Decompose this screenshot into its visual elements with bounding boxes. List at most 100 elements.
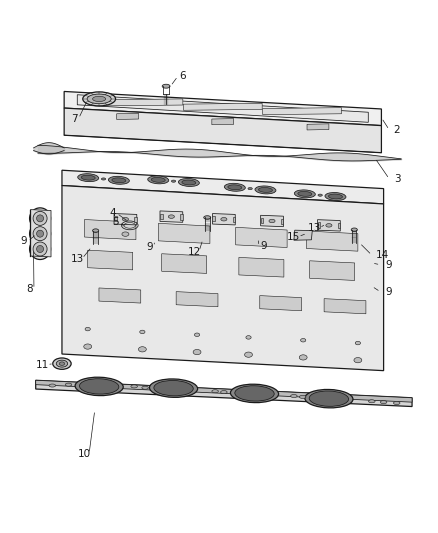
Ellipse shape <box>353 358 361 363</box>
Polygon shape <box>30 209 51 257</box>
Polygon shape <box>114 214 137 225</box>
Polygon shape <box>212 118 233 125</box>
Text: 5: 5 <box>112 217 118 227</box>
Ellipse shape <box>268 219 275 223</box>
Ellipse shape <box>59 362 64 366</box>
Polygon shape <box>88 250 132 270</box>
Text: 14: 14 <box>375 250 389 260</box>
Text: 6: 6 <box>179 71 185 81</box>
Text: 9: 9 <box>259 241 266 252</box>
Ellipse shape <box>224 183 245 191</box>
Polygon shape <box>62 170 383 204</box>
Polygon shape <box>158 223 209 244</box>
Ellipse shape <box>300 338 305 342</box>
Ellipse shape <box>354 341 360 345</box>
Text: 15: 15 <box>286 232 300 242</box>
Ellipse shape <box>75 377 123 395</box>
Ellipse shape <box>317 194 321 196</box>
Polygon shape <box>159 214 162 219</box>
Ellipse shape <box>203 216 210 219</box>
Text: 4: 4 <box>109 208 115 218</box>
Ellipse shape <box>82 92 115 106</box>
Ellipse shape <box>308 391 348 406</box>
Ellipse shape <box>325 224 331 227</box>
Polygon shape <box>62 185 383 370</box>
Text: 7: 7 <box>71 114 78 124</box>
Polygon shape <box>161 254 206 273</box>
Polygon shape <box>309 261 354 280</box>
Ellipse shape <box>79 379 119 394</box>
Ellipse shape <box>36 215 43 222</box>
Text: 12: 12 <box>187 247 201 256</box>
Polygon shape <box>260 218 263 223</box>
Polygon shape <box>134 217 137 222</box>
Text: 10: 10 <box>78 449 91 459</box>
Text: 9: 9 <box>20 236 27 246</box>
Ellipse shape <box>139 330 145 334</box>
Polygon shape <box>64 92 381 126</box>
Ellipse shape <box>153 381 193 396</box>
Ellipse shape <box>122 232 129 236</box>
Ellipse shape <box>304 390 352 408</box>
Polygon shape <box>64 108 381 153</box>
Polygon shape <box>235 228 286 247</box>
Ellipse shape <box>122 217 128 221</box>
Ellipse shape <box>297 191 311 196</box>
Ellipse shape <box>65 383 72 386</box>
Ellipse shape <box>220 217 226 221</box>
Polygon shape <box>232 217 235 222</box>
Ellipse shape <box>230 384 278 402</box>
Ellipse shape <box>33 227 47 241</box>
Ellipse shape <box>299 355 307 360</box>
Ellipse shape <box>234 386 274 401</box>
Ellipse shape <box>108 176 129 184</box>
Polygon shape <box>259 296 301 311</box>
Ellipse shape <box>194 333 199 336</box>
Polygon shape <box>238 257 283 277</box>
Ellipse shape <box>193 350 201 354</box>
Ellipse shape <box>227 185 241 190</box>
Ellipse shape <box>78 174 99 182</box>
Ellipse shape <box>178 179 199 187</box>
Ellipse shape <box>56 360 67 367</box>
Ellipse shape <box>84 344 92 349</box>
Ellipse shape <box>244 352 252 357</box>
Ellipse shape <box>247 188 252 190</box>
Polygon shape <box>77 95 367 122</box>
Ellipse shape <box>290 394 297 398</box>
Ellipse shape <box>254 186 276 194</box>
Ellipse shape <box>131 385 137 388</box>
Polygon shape <box>212 216 215 221</box>
Ellipse shape <box>36 230 43 237</box>
Text: 13: 13 <box>307 223 321 233</box>
Ellipse shape <box>29 208 50 229</box>
Ellipse shape <box>392 401 399 405</box>
Polygon shape <box>262 108 341 115</box>
Polygon shape <box>104 99 183 106</box>
Text: 9: 9 <box>384 287 391 297</box>
Ellipse shape <box>49 384 56 387</box>
Ellipse shape <box>324 192 345 200</box>
Ellipse shape <box>141 386 148 389</box>
Ellipse shape <box>151 177 165 182</box>
Polygon shape <box>317 220 339 231</box>
Polygon shape <box>306 231 357 251</box>
Ellipse shape <box>81 175 95 180</box>
Ellipse shape <box>53 358 71 369</box>
Polygon shape <box>293 230 311 240</box>
Ellipse shape <box>148 176 168 184</box>
Ellipse shape <box>328 194 342 199</box>
Ellipse shape <box>29 238 50 260</box>
Ellipse shape <box>293 190 314 198</box>
Polygon shape <box>35 380 411 407</box>
Polygon shape <box>337 223 339 229</box>
Ellipse shape <box>212 390 218 393</box>
Ellipse shape <box>36 246 43 253</box>
Ellipse shape <box>112 178 126 183</box>
Polygon shape <box>317 222 319 228</box>
Ellipse shape <box>367 400 374 403</box>
Ellipse shape <box>168 215 174 219</box>
Ellipse shape <box>245 336 251 339</box>
Ellipse shape <box>92 229 99 232</box>
Polygon shape <box>35 380 411 402</box>
